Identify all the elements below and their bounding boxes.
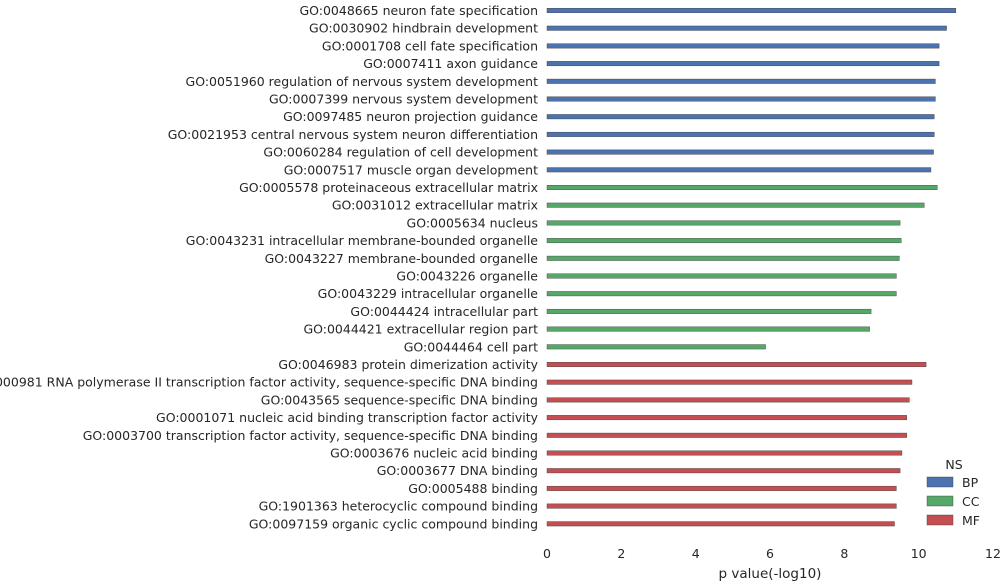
legend-swatch-cc: [926, 495, 954, 507]
category-label: GO:0005634 nucleus: [407, 215, 538, 230]
bar-mf: [546, 468, 901, 474]
bar-bp: [546, 43, 940, 49]
category-label: GO:0060284 regulation of cell developmen…: [263, 145, 538, 160]
category-label: GO:0007517 muscle organ development: [284, 162, 538, 177]
category-label: GO:0043565 sequence-specific DNA binding: [261, 392, 538, 407]
category-label: GO:0003676 nucleic acid binding: [330, 446, 538, 461]
category-label: GO:0007399 nervous system development: [269, 92, 538, 107]
bar-bp: [546, 8, 957, 13]
legend-swatch-mf: [926, 514, 954, 526]
category-label: GO:0097485 neuron projection guidance: [283, 109, 538, 124]
category-label: GO:1901363 heterocyclic compound binding: [259, 499, 538, 514]
category-label: GO:0043231 intracellular membrane-bounde…: [186, 233, 539, 248]
bar-mf: [546, 379, 913, 385]
bar-bp: [546, 114, 935, 120]
bar-bp: [546, 61, 940, 67]
category-label: GO:0044464 cell part: [404, 339, 538, 354]
bar-cc: [546, 238, 902, 244]
bar-bp: [546, 131, 935, 137]
bar-bp: [546, 25, 947, 31]
bar-cc: [546, 273, 897, 279]
category-label: GO:0097159 organic cyclic compound bindi…: [249, 516, 538, 531]
category-label: GO:0021953 central nervous system neuron…: [168, 127, 538, 142]
x-tick-label: 0: [543, 546, 551, 561]
bar-cc: [546, 220, 901, 226]
bar-cc: [546, 202, 925, 208]
bar-cc: [546, 185, 938, 190]
legend-title: NS: [945, 457, 962, 472]
x-tick-label: 12: [985, 546, 1001, 561]
category-label: GO:0000981 RNA polymerase II transcripti…: [0, 375, 538, 390]
bar-mf: [546, 415, 907, 421]
legend-label-bp: BP: [962, 475, 979, 490]
category-label: GO:0044424 intracellular part: [350, 304, 538, 319]
category-label: GO:0048665 neuron fate specification: [299, 3, 538, 18]
bar-cc: [546, 308, 872, 314]
category-label: GO:0051960 regulation of nervous system …: [186, 74, 539, 89]
legend: NS BP CC MF: [926, 457, 980, 528]
x-axis-ticks: 0 2 4 6 8 10 12: [543, 546, 1001, 561]
x-axis-label: p value(-log10): [719, 566, 822, 582]
category-label: GO:0043226 organelle: [396, 269, 538, 284]
bar-cc: [546, 344, 766, 350]
x-tick-label: 4: [692, 546, 700, 561]
bar-bp: [546, 167, 932, 173]
bar-bp: [546, 96, 936, 102]
bar-cc: [546, 326, 870, 332]
category-label: GO:0003677 DNA binding: [377, 463, 538, 478]
bars-group: [546, 8, 957, 527]
bar-mf: [546, 450, 903, 456]
category-labels: GO:0048665 neuron fate specification GO:0…: [0, 3, 539, 531]
x-tick-label: 6: [766, 546, 774, 561]
bar-mf: [546, 397, 910, 403]
category-label: GO:0001071 nucleic acid binding transcri…: [156, 410, 539, 425]
bar-mf: [546, 521, 895, 527]
x-tick-label: 8: [840, 546, 848, 561]
legend-label-cc: CC: [962, 494, 980, 509]
x-tick-label: 10: [911, 546, 927, 561]
category-label: GO:0005488 binding: [408, 481, 538, 496]
category-label: GO:0043227 membrane-bounded organelle: [265, 251, 539, 266]
category-label: GO:0031012 extracellular matrix: [332, 198, 538, 213]
bar-bp: [546, 78, 936, 84]
x-tick-label: 2: [617, 546, 625, 561]
bar-bp: [546, 149, 934, 155]
bar-mf: [546, 503, 897, 509]
category-label: GO:0046983 protein dimerization activity: [278, 357, 538, 372]
category-label: GO:0043229 intracellular organelle: [318, 286, 539, 301]
category-label: GO:0005578 proteinaceous extracellular m…: [239, 180, 538, 195]
legend-label-mf: MF: [962, 513, 980, 528]
category-label: GO:0044421 extracellular region part: [303, 322, 538, 337]
category-label: GO:0003700 transcription factor activity…: [83, 428, 538, 443]
bar-mf: [546, 362, 927, 367]
bar-cc: [546, 291, 897, 297]
category-label: GO:0030902 hindbrain development: [309, 21, 538, 36]
bar-mf: [546, 485, 897, 491]
category-label: GO:0007411 axon guidance: [363, 56, 538, 71]
legend-swatch-bp: [926, 476, 954, 488]
bar-cc: [546, 255, 900, 261]
category-label: GO:0001708 cell fate specification: [322, 38, 538, 53]
bar-mf: [546, 432, 907, 438]
